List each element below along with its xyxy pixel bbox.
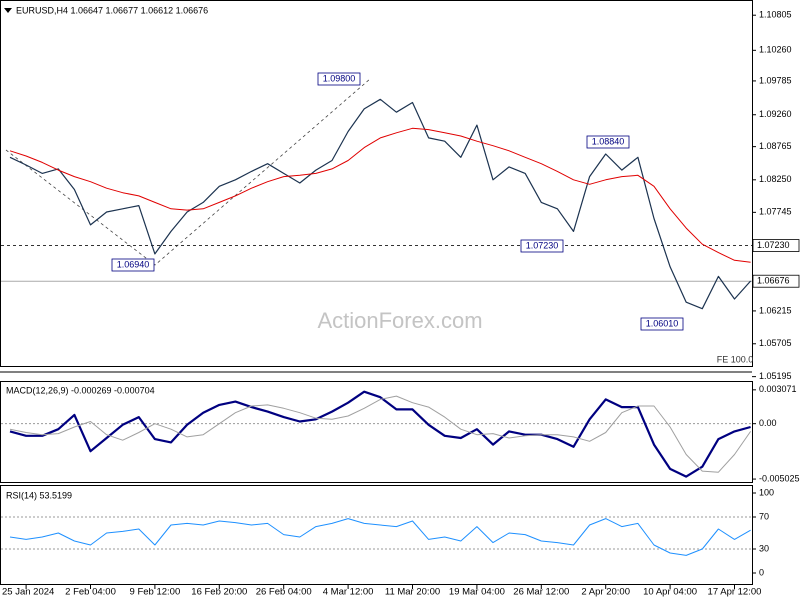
series-line	[9, 518, 751, 556]
series-line	[9, 98, 752, 310]
macd-panel	[0, 381, 753, 483]
y-tick-label: 100	[759, 487, 774, 497]
x-tick-label: 25 Jan 2024	[2, 587, 54, 598]
y-tick-label: -0.005025	[759, 473, 800, 483]
x-tick-label: 2 Feb 04:00	[65, 587, 116, 598]
macd-title: MACD(12,26,9) -0.000269 -0.000704	[6, 385, 155, 395]
series-line	[9, 127, 751, 263]
y-tick-label: 30	[759, 543, 769, 553]
x-tick-label: 9 Feb 12:00	[130, 587, 181, 598]
y-tick-label: 1.09260	[759, 109, 792, 119]
y-tick-label: 1.10260	[759, 45, 792, 55]
price-label: 1.07230	[757, 240, 790, 250]
annotation: 1.09800	[323, 73, 356, 83]
annotation-box	[640, 317, 684, 331]
x-tick-label: 19 Mar 04:00	[449, 587, 505, 598]
chart-title: EURUSD,H4 1.06647 1.06677 1.06612 1.0667…	[16, 5, 208, 15]
x-tick-label: 26 Feb 04:00	[256, 587, 312, 598]
x-tick-label: 16 Feb 20:00	[191, 587, 247, 598]
series-line	[9, 390, 751, 478]
x-tick-label: 10 Apr 04:00	[643, 587, 697, 598]
y-tick-label: 0	[759, 567, 764, 577]
y-tick-label: 1.06215	[759, 305, 792, 315]
y-tick-label: 1.09785	[759, 75, 792, 85]
price-panel	[0, 0, 753, 367]
annotation-box	[586, 135, 630, 149]
x-tick-label: 17 Apr 12:00	[708, 587, 762, 598]
price-box	[752, 239, 800, 252]
annotation: 1.07230	[526, 240, 559, 250]
series-line	[9, 395, 752, 473]
symbol-icon	[4, 8, 12, 13]
annotation-box	[317, 72, 361, 86]
fibo-line	[5, 78, 371, 266]
annotation: 1.06010	[646, 318, 679, 328]
x-tick-label: 11 Mar 20:00	[385, 587, 440, 598]
y-tick-label: 1.08250	[759, 174, 792, 184]
y-tick-label: 0.00	[759, 418, 777, 428]
y-tick-label: 1.05705	[759, 338, 792, 348]
y-tick-label: 1.08765	[759, 141, 792, 151]
x-tick-label: 26 Mar 12:00	[513, 587, 569, 598]
x-tick-label: 2 Apr 20:00	[581, 587, 630, 598]
annotation-box	[520, 239, 564, 253]
y-tick-label: 0.003071	[759, 384, 797, 394]
x-tick-label: 4 Mar 12:00	[323, 587, 374, 598]
watermark: ActionForex.com	[317, 308, 482, 333]
rsi-panel	[0, 485, 753, 585]
y-tick-label: 1.10805	[759, 10, 792, 20]
price-box	[752, 274, 800, 288]
price-label: 1.06676	[757, 276, 790, 286]
y-tick-label: 70	[759, 511, 769, 521]
y-tick-label: 1.07745	[759, 207, 792, 217]
annotation: FE 100.0	[717, 354, 754, 364]
rsi-title: RSI(14) 53.5199	[6, 490, 72, 500]
annotation-box	[111, 258, 155, 272]
annotation: 1.08840	[592, 136, 625, 146]
annotation: 1.06940	[117, 259, 150, 269]
y-tick-label: 1.05195	[759, 371, 792, 381]
